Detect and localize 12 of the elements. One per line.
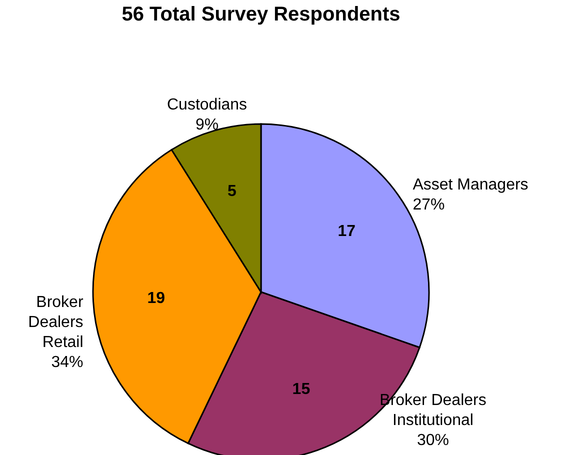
data-label: 5 bbox=[227, 183, 236, 200]
slice-label: Custodians bbox=[166, 96, 248, 114]
data-label: 19 bbox=[147, 290, 166, 307]
slice-label: Asset Managers bbox=[412, 176, 528, 194]
data-label: 17 bbox=[338, 223, 356, 240]
data-label: 15 bbox=[292, 381, 310, 398]
text: 27% bbox=[412, 196, 445, 214]
text: 30% bbox=[416, 432, 450, 449]
chart-title: 56 Total Survey Respondents bbox=[122, 4, 400, 26]
text: 9% bbox=[195, 116, 219, 134]
slice-label: Broker Dealers Retail bbox=[28, 294, 84, 351]
text: 34% bbox=[51, 354, 84, 371]
